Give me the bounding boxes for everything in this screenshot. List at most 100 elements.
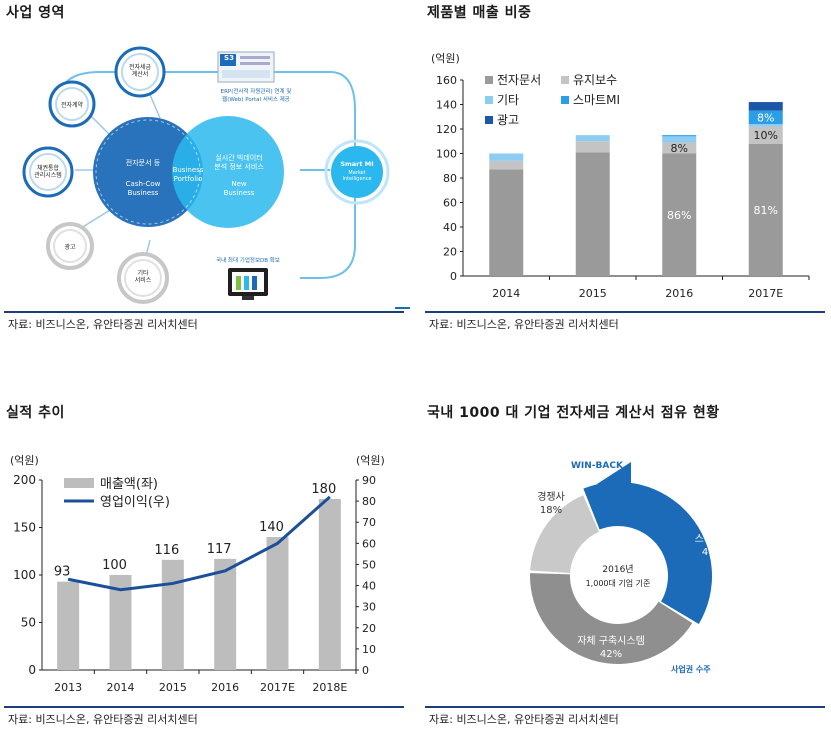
legend-swatch [485,116,493,124]
y-left-tick-label: 200 [13,473,36,487]
new-business-en: New Business [223,180,255,197]
node-smart-mi [324,139,390,205]
slice-value-label: 42% [600,649,622,660]
annotation-contract: 사업권 수주 [671,664,711,674]
bar-segment [575,141,610,153]
performance-source: 자료: 비즈니스온, 유안타증권 리서치센터 [8,713,198,726]
product-mix-panel: 제품별 매출 비중 (억원) 0 20 40 60 80 100 120 140 160 2014 2… [421,0,831,345]
legend-swatch-revenue [64,478,94,488]
revenue-bar [57,581,80,670]
bar-segment [662,153,697,276]
x-tick-label: 2018E [312,681,347,694]
y-tick-label: 0 [450,270,457,283]
center-text-2: 1,000대 기업 기준 [586,579,651,588]
x-tick-label: 2017E [748,287,783,300]
x-tick-label: 2014 [492,287,520,300]
cash-cow-kr: 전자문서 등 [125,159,161,167]
cash-cow-en: Cash-Cow Business [125,180,161,197]
node-e-invoice [114,46,166,98]
x-tick-label: 2015 [579,287,607,300]
y-right-tick-label: 60 [362,537,376,550]
db-monitor [228,268,268,300]
bar-segment [748,126,783,144]
integrated-label: 채권통합 관리시스템 [34,165,62,179]
node-integrated [22,146,74,198]
y-tick-label: 160 [436,74,457,87]
y-right-tick-label: 10 [362,643,376,656]
donut-slice [530,573,693,664]
bar-segment [575,135,610,142]
bar-segment [748,124,783,127]
legend-label: 유지보수 [573,73,617,87]
y-right-tick-label: 0 [362,664,369,677]
y-right-tick-label: 90 [362,474,376,487]
operating-profit-line [67,495,331,592]
product-mix-bottom-rule [425,311,825,313]
data-label: 8% [757,111,774,124]
legend-label-profit: 영업이익(우) [100,495,170,510]
y-tick-label: 80 [443,172,457,185]
revenue-data-label: 180 [311,482,336,497]
legend-label: 전자문서 [497,73,541,87]
business-source: 자료: 비즈니스온, 유안타증권 리서치센터 [8,318,198,331]
overlap-dash [95,119,201,225]
bar-segment [575,152,610,276]
bar-segment [662,136,697,143]
node-other [117,252,169,304]
revenue-data-label: 116 [154,543,179,558]
slice-name-label: 스마트빌 [695,533,732,545]
y-left-tick-label: 0 [28,663,36,677]
business-diagram [22,46,410,309]
data-label: 86% [667,209,691,222]
revenue-data-label: 140 [259,520,284,535]
y-tick-label: 40 [443,221,457,234]
y-unit-label: (억원) [431,52,460,65]
node-e-contract [48,80,96,128]
cash-cow-circle [93,117,203,227]
legend-label: 광고 [497,113,519,127]
legend-swatch [561,96,569,104]
product-mix-title: 제품별 매출 비중 [427,5,532,21]
performance-chart: (억원) (억원) 0 50 100 150 200 0 10 20 30 40 50 60 70 80 90 2… [10,454,385,694]
bar-segment [489,160,524,170]
y-left-unit-label: (억원) [10,454,39,467]
e-invoice-label: 전자세금 계산서 [128,64,152,78]
market-share-title: 국내 1000 대 기업 전자세금 계산서 점유 현황 [427,405,720,421]
revenue-bar [161,559,184,670]
revenue-bar [109,575,132,670]
data-label: 81% [754,204,778,217]
x-tick-label: 2016 [665,287,693,300]
business-bottom-rule [4,311,404,313]
new-business-kr: 실시간 빅데이터 분석 정보 서비스 [214,154,264,171]
performance-bottom-rule [4,706,404,708]
market-share-bottom-rule [425,706,825,708]
y-right-tick-label: 40 [362,580,376,593]
y-tick-label: 20 [443,246,457,259]
slice-name-label: 경쟁사 [537,490,565,503]
product-mix-source: 자료: 비즈니스온, 유안타증권 리서치센터 [429,318,619,331]
erp-note: ERP(전사적 자원관리) 연계 및 웹(Web) Portal 서비스 제공 [220,89,292,103]
donut-hole [572,530,664,622]
other-label: 기타 서비스 [134,270,152,284]
revenue-bar [214,558,237,670]
slice-value-label: 18% [540,505,562,516]
product-mix-chart: (억원) 0 20 40 60 80 100 120 140 160 2014 2015 2016 86%… [431,52,810,300]
bar-segment [489,153,524,161]
y-right-tick-label: 50 [362,558,376,571]
legend-swatch [561,76,569,84]
business-panel: 사업 영역 [0,0,412,345]
legend-swatch [485,76,493,84]
y-right-tick-label: 80 [362,495,376,508]
y-left-tick-label: 50 [21,616,36,630]
portal-screenshot [217,51,275,83]
bar-segment [748,102,783,111]
legend-label: 스마트MI [573,93,620,107]
performance-panel: 실적 추이 (억원) (억원) 0 50 100 150 200 0 10 20 30 40 50 60 7… [0,400,412,729]
bar-segment [662,142,697,154]
x-tick-label: 2014 [107,681,135,694]
node-ad [46,222,94,270]
connector-loop [59,71,356,279]
portfolio-label: Business Portfolio [172,166,204,183]
ad-label: 광고 [64,244,76,251]
y-right-tick-label: 70 [362,516,376,529]
